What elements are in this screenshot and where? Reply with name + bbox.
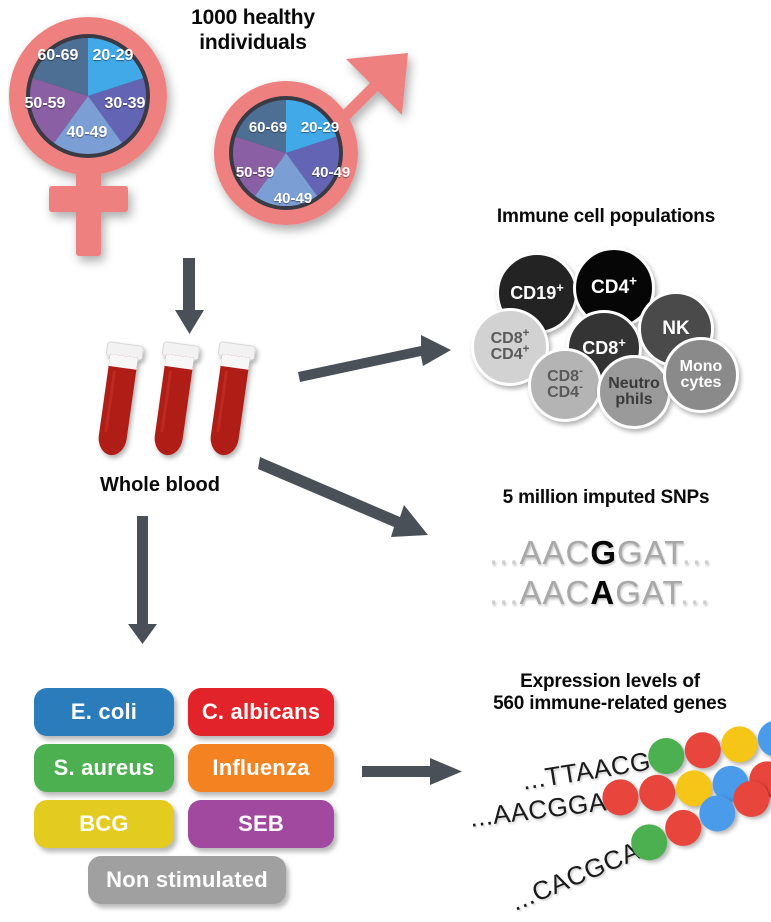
- male-gender-symbol: [200, 35, 420, 250]
- stimulus-pill-s-aureus[interactable]: S. aureus: [34, 744, 174, 792]
- female-age-pie: [29, 37, 147, 154]
- immune-cell-label-cd8cd4-neg: CD8- CD4-: [547, 365, 583, 401]
- section-title-snps: 5 million imputed SNPs: [502, 487, 710, 508]
- cohort-title-line-1: 1000 healthy: [191, 6, 315, 29]
- whole-blood-label: Whole blood: [100, 474, 220, 496]
- page-title-cohort: 1000 healthy individuals: [160, 6, 346, 56]
- stimulus-pill-non-stimulated[interactable]: Non stimulated: [88, 856, 286, 904]
- female-gender-symbol: [8, 8, 188, 273]
- immune-cell-label-monocytes: Mono cytes: [679, 357, 723, 391]
- arrow-right-blood-to-cells: [296, 330, 456, 395]
- rna-bead-2-2: [637, 772, 678, 813]
- male-age-pie: [232, 100, 340, 207]
- arrow-down-cohort-to-blood: [160, 258, 220, 343]
- immune-cell-label-nk: NK: [662, 318, 690, 340]
- immune-cell-label-neutrophils: Neutro phils: [608, 374, 660, 408]
- stimulus-pill-seb[interactable]: SEB: [188, 800, 334, 848]
- arrow-down-blood-to-stimuli: [122, 516, 172, 651]
- immune-cell-monocytes: Mono cytes: [663, 337, 739, 413]
- arrow-right-stimuli-to-genes: [360, 748, 470, 803]
- whole-blood-tubes: [95, 340, 275, 480]
- section-title-immune-cells: Immune cell populations: [496, 206, 716, 227]
- immune-cell-neutrophils: Neutro phils: [597, 355, 671, 429]
- cohort-title-line-2: individuals: [199, 30, 307, 54]
- gene-title-line-1: Expression levels of: [520, 671, 700, 692]
- stimulus-pill-influenza[interactable]: Influenza: [188, 744, 334, 792]
- snp-variant-allele-2: A: [590, 574, 616, 611]
- snp-variant-allele-1: G: [590, 534, 618, 571]
- snp-sequence-row-2: ...AACAGAT...: [489, 574, 711, 611]
- stimulus-pill-c-albicans[interactable]: C. albicans: [188, 688, 334, 736]
- rna-bead-1-3: [718, 723, 760, 766]
- section-title-gene-expression: Expression levels of 560 immune-related …: [451, 671, 769, 716]
- stimulus-pill-bcg[interactable]: BCG: [34, 800, 174, 848]
- immune-cell-cd8-positive-cd4-positive: CD8+ CD4+: [471, 308, 549, 386]
- snp-sequence-row-1: ...AACGGAT...: [489, 534, 713, 571]
- immune-cell-label-cd8: CD8+: [582, 334, 626, 358]
- rna-bead-1-2: [682, 729, 724, 771]
- gene-title-line-2: 560 immune-related genes: [493, 693, 727, 715]
- immune-cell-cd8-negative-cd4-negative: CD8- CD4-: [528, 348, 602, 422]
- rna-bead-1-4: [755, 718, 771, 760]
- immune-cell-label-cd4: CD4+: [591, 273, 637, 299]
- stimulus-pill-e-coli[interactable]: E. coli: [34, 688, 174, 736]
- immune-cell-label-cd19: CD19+: [510, 279, 564, 303]
- arrow-diagonal-blood-to-snps: [258, 445, 458, 560]
- immune-cell-label-cd8cd4-pos: CD8+ CD4+: [490, 327, 530, 363]
